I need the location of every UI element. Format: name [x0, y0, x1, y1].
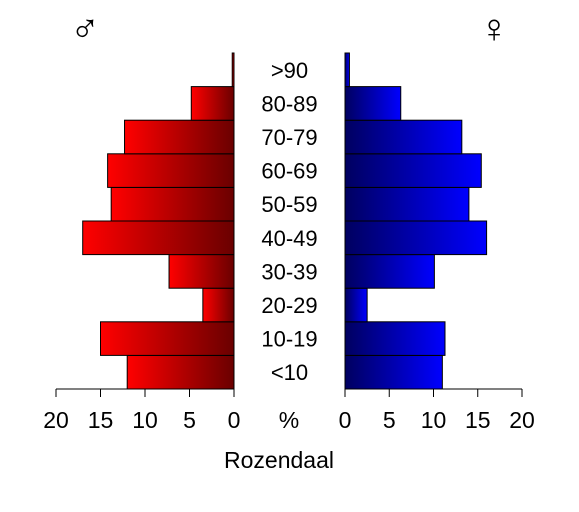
age-group-label-4: 40-49	[261, 226, 317, 251]
male-tick-label-1: 5	[183, 407, 196, 433]
age-group-labels: <10 10-19 20-29 30-39 40-49 50-59 60-69 70-79 80…	[261, 58, 317, 385]
female-bar-0	[344, 354, 443, 390]
male-bar-4	[82, 220, 235, 256]
percent-unit-label: %	[279, 407, 299, 433]
female-bar-5	[344, 186, 470, 222]
age-group-label-6: 60-69	[261, 159, 317, 184]
age-group-label-9: >90	[271, 58, 308, 83]
age-group-label-8: 80-89	[261, 91, 317, 116]
age-group-label-2: 20-29	[261, 293, 317, 318]
male-tick-label-3: 15	[88, 407, 114, 433]
female-bar-1	[344, 321, 446, 356]
male-tick-label-2: 10	[132, 407, 158, 433]
male-bar-9	[231, 52, 235, 88]
male-bar-3	[168, 254, 235, 289]
female-bar-9	[344, 52, 350, 88]
age-group-label-1: 10-19	[261, 327, 317, 352]
female-tick-label-0: 0	[339, 407, 352, 433]
female-bar-2	[344, 287, 368, 323]
female-bar-4	[344, 220, 488, 256]
male-tick-label-4: 20	[43, 407, 69, 433]
male-bar-0	[126, 354, 235, 390]
male-bar-6	[107, 153, 235, 188]
female-bar-3	[344, 254, 435, 289]
female-x-axis: 0 5 10 15 20	[339, 388, 535, 433]
female-tick-label-1: 5	[383, 407, 396, 433]
female-bar-8	[344, 86, 402, 121]
male-symbol: ♂	[70, 7, 100, 51]
female-tick-label-3: 15	[465, 407, 491, 433]
male-bar-8	[190, 86, 235, 121]
male-bars	[82, 52, 235, 390]
female-bar-6	[344, 153, 482, 188]
male-x-axis: 0 5 10 15 20	[43, 388, 241, 433]
male-bar-7	[124, 119, 235, 155]
female-bar-7	[344, 119, 463, 155]
male-bar-1	[100, 321, 235, 356]
age-group-label-0: <10	[271, 360, 308, 385]
x-axis-title: Rozendaal	[224, 447, 334, 473]
age-group-label-3: 30-39	[261, 259, 317, 284]
male-bar-5	[110, 186, 235, 222]
age-group-label-5: 50-59	[261, 192, 317, 217]
male-bar-2	[202, 287, 235, 323]
female-symbol: ♀	[479, 7, 509, 51]
female-bars	[344, 52, 488, 390]
female-tick-label-4: 20	[509, 407, 535, 433]
age-group-label-7: 70-79	[261, 125, 317, 150]
female-tick-label-2: 10	[421, 407, 447, 433]
male-tick-label-0: 0	[228, 407, 241, 433]
